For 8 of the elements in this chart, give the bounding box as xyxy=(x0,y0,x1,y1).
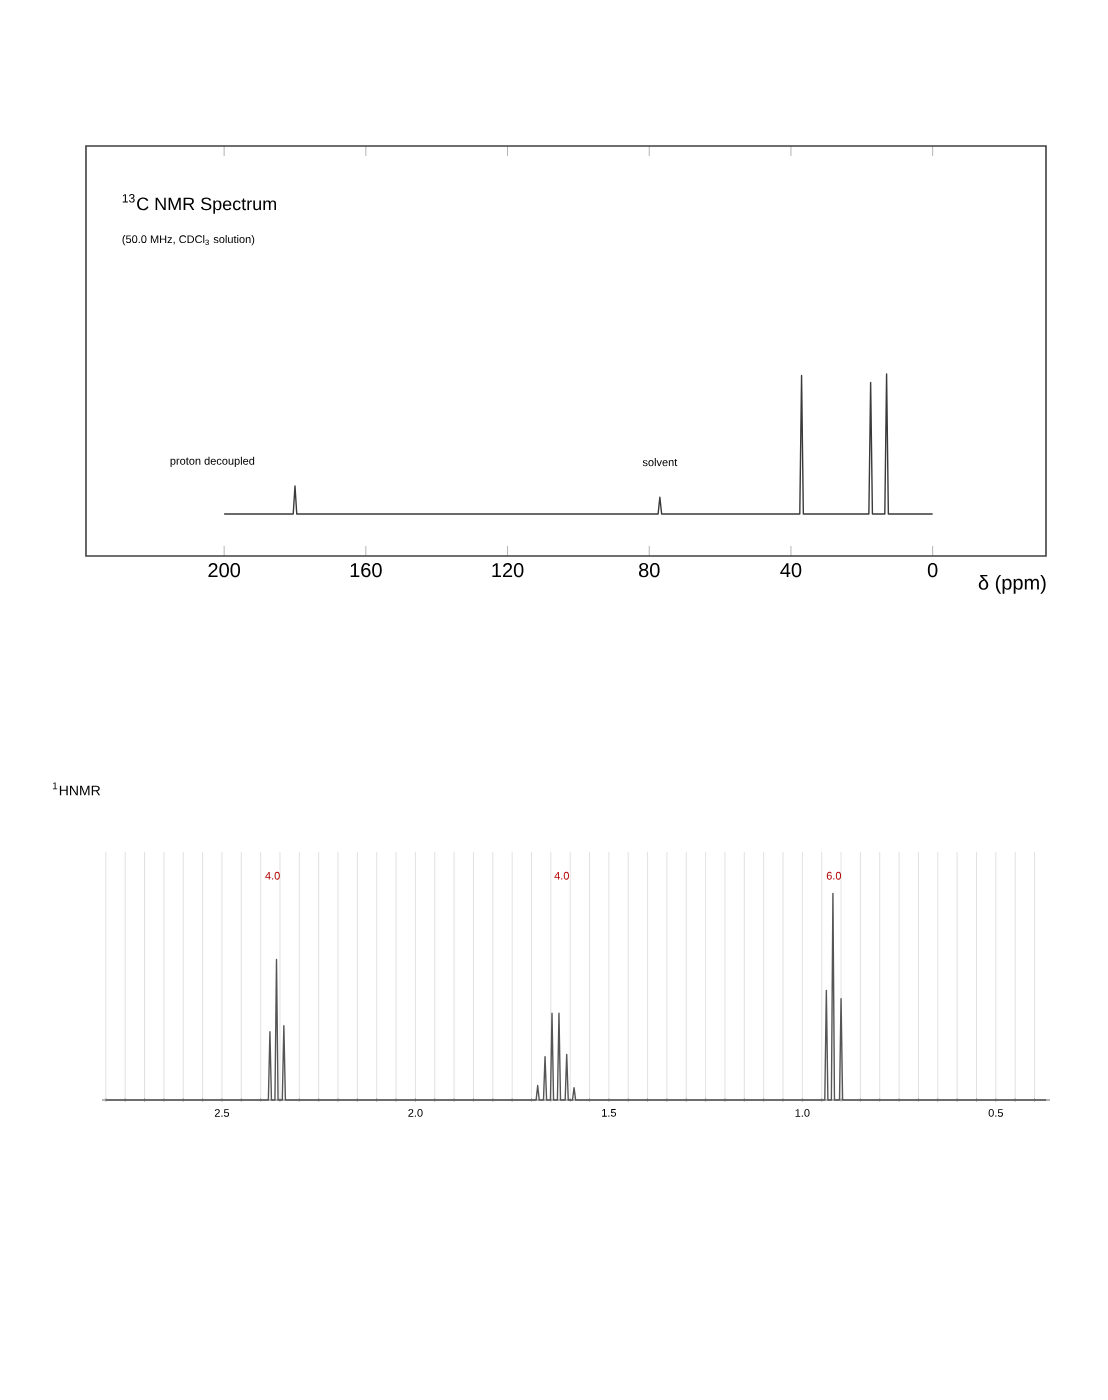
x-tick-label: 160 xyxy=(350,563,382,578)
x-axis-title: δ (ppm) xyxy=(978,575,1046,594)
x-tick-label: 80 xyxy=(638,563,660,578)
x-tick-label: 40 xyxy=(780,563,802,578)
chart-title: $^{13}$C NMR Spectrum xyxy=(122,194,276,214)
x-tick-label: 200 xyxy=(208,563,241,578)
x-tick-label: 120 xyxy=(492,563,524,578)
x-tick-label: 0 xyxy=(927,563,938,578)
